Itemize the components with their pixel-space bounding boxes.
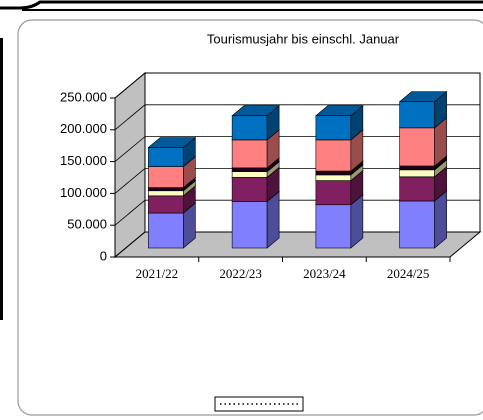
bar-segment: [148, 190, 184, 197]
bar-segment: [399, 176, 435, 202]
bar-segment: [231, 177, 268, 202]
bar-segment-top: [147, 137, 197, 148]
grid-line: [114, 104, 480, 131]
plot: 0 50.000 100.000 150.000 200.000 250.000 2021/…: [60, 71, 482, 281]
bar-segment: [148, 147, 184, 167]
bar-segment: [399, 101, 435, 129]
bar-segment: [315, 139, 352, 172]
bar-segment: [148, 212, 184, 249]
y-tick-label: 200.000: [60, 121, 107, 136]
bar-segment: [231, 167, 268, 172]
bar-segment: [399, 165, 435, 171]
bar-segment: [399, 127, 435, 167]
bar-segment-top: [315, 105, 364, 117]
y-tick-label: 50.000: [67, 217, 107, 232]
side-wall: [114, 71, 146, 259]
grid-line: [114, 167, 480, 194]
x-tick-label: 2022/23: [219, 266, 262, 281]
x-tick-label: 2023/24: [303, 266, 346, 281]
grid-line: [114, 199, 480, 226]
bar-segment-top: [231, 105, 280, 117]
frame-left: [0, 38, 3, 320]
y-tick-label: 150.000: [60, 153, 107, 168]
bar-segment: [315, 174, 352, 181]
x-tick-label: 2024/25: [387, 266, 430, 281]
y-tick-label: 0: [100, 248, 107, 263]
y-tick-label: 250.000: [60, 89, 107, 104]
bar-segment: [315, 115, 352, 141]
grid-line: [114, 136, 480, 162]
bar-segment: [148, 187, 184, 192]
frame-top: [0, 0, 483, 10]
y-tick-label: 100.000: [60, 185, 107, 200]
legend: [214, 396, 304, 412]
bar-segment: [315, 170, 352, 176]
bar-segment: [231, 139, 268, 169]
bar-segment: [399, 169, 435, 178]
bar-segment: [231, 115, 268, 141]
bar-segment: [315, 204, 352, 249]
grid-line: [114, 72, 480, 99]
bar-segment: [231, 171, 268, 178]
bar-segment-top: [398, 91, 448, 103]
bar-segment: [399, 200, 435, 249]
chart-title: Tourismusjahr bis einschl. Januar: [207, 31, 400, 46]
bar-segment: [315, 180, 352, 206]
bar-segment: [148, 195, 184, 214]
bar-segment: [148, 166, 184, 188]
x-tick-label: 2021/22: [136, 266, 179, 281]
grid-line: [114, 231, 480, 258]
bar-segment: [231, 201, 268, 249]
